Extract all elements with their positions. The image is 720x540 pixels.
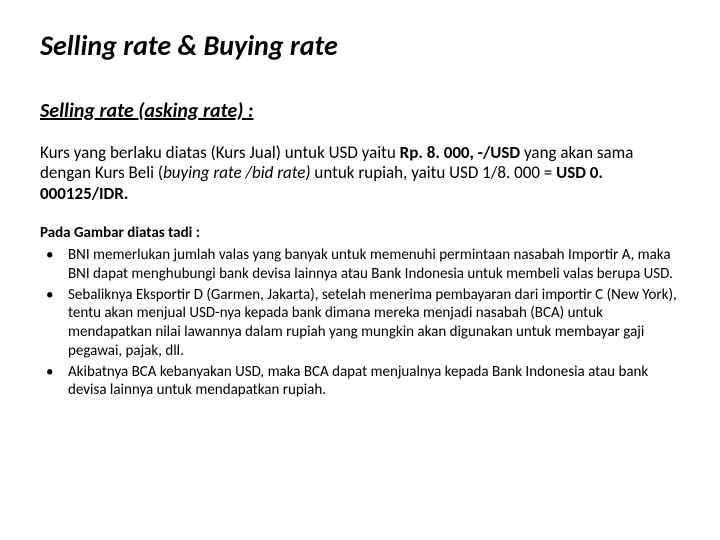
bullet-list: BNI memerlukan jumlah valas yang banyak … bbox=[40, 246, 680, 400]
para-mid-2: untuk rupiah, yaitu USD 1/8. 000 = bbox=[311, 162, 557, 183]
list-item-text: Sebaliknya Eksportir D (Garmen, Jakarta)… bbox=[68, 286, 677, 360]
para-italic: buying rate /bid rate) bbox=[163, 162, 311, 183]
list-item-text: BNI memerlukan jumlah valas yang banyak … bbox=[68, 246, 673, 283]
para-bold-1: Rp. 8. 000, -/USD bbox=[400, 142, 521, 163]
para-pre: Kurs yang berlaku diatas (Kurs Jual) unt… bbox=[40, 142, 400, 163]
list-item: Sebaliknya Eksportir D (Garmen, Jakarta)… bbox=[40, 286, 680, 361]
slide-container: Selling rate & Buying rate Selling rate … bbox=[0, 0, 720, 540]
list-item-text: Akibatnya BCA kebanyakan USD, maka BCA d… bbox=[68, 363, 648, 400]
list-item: Akibatnya BCA kebanyakan USD, maka BCA d… bbox=[40, 363, 680, 401]
list-item: BNI memerlukan jumlah valas yang banyak … bbox=[40, 246, 680, 284]
slide-title: Selling rate & Buying rate bbox=[40, 28, 680, 63]
definition-paragraph: Kurs yang berlaku diatas (Kurs Jual) unt… bbox=[40, 143, 680, 204]
section-subheading: Selling rate (asking rate) : bbox=[40, 99, 680, 123]
bullet-list-intro: Pada Gambar diatas tadi : bbox=[40, 224, 680, 242]
